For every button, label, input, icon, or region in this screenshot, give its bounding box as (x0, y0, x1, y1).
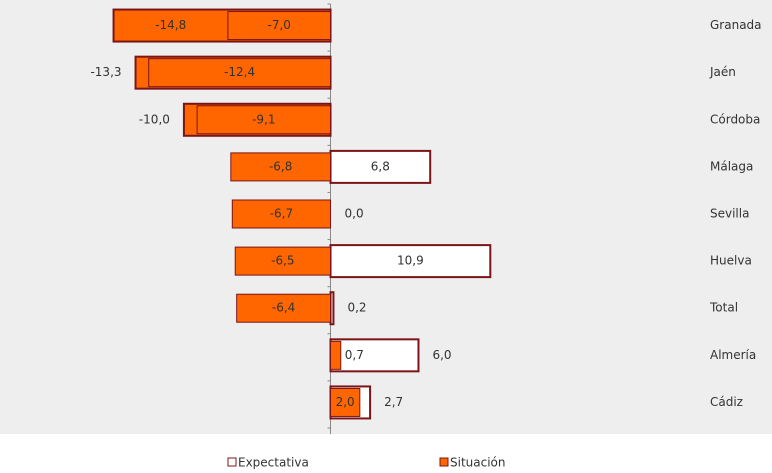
value-label: 6,0 (432, 348, 451, 362)
category-label: Huelva (710, 254, 752, 268)
bar-situacion (227, 11, 332, 41)
value-label: -7,0 (267, 18, 290, 32)
bar-situacion (330, 340, 342, 370)
bar-situacion (234, 246, 332, 276)
value-label: 10,9 (397, 254, 424, 268)
category-label: Sevilla (710, 207, 749, 221)
legend-label: Situación (450, 456, 506, 470)
legend-label: Expectativa (238, 456, 309, 470)
bar-situacion (236, 293, 332, 323)
value-label: -14,8 (155, 18, 186, 32)
value-label: -12,4 (224, 65, 255, 79)
value-label: 2,0 (336, 395, 355, 409)
value-label: -6,5 (271, 254, 294, 268)
value-label: 6,8 (371, 159, 390, 173)
value-label: -9,1 (252, 112, 275, 126)
value-label: -13,3 (90, 65, 121, 79)
category-label: Jaén (709, 65, 736, 79)
category-label: Cádiz (710, 395, 743, 409)
value-label: -6,4 (272, 301, 295, 315)
legend-swatch (227, 457, 237, 467)
value-label: 0,0 (345, 207, 364, 221)
value-label: 2,7 (384, 395, 403, 409)
bar-situacion (148, 58, 332, 88)
category-label: Almería (710, 348, 756, 362)
bar-situacion (230, 152, 332, 182)
value-label: -6,7 (270, 207, 293, 221)
value-label: -10,0 (139, 112, 170, 126)
category-label: Málaga (710, 159, 753, 173)
value-label: -6,8 (269, 159, 292, 173)
bar-expectativa (329, 338, 420, 373)
legend-swatch (439, 457, 449, 467)
category-label: Total (709, 301, 738, 315)
bar-situacion (231, 199, 332, 229)
bar-situacion (196, 105, 332, 135)
value-label: 0,7 (345, 348, 364, 362)
value-label: 0,2 (347, 301, 366, 315)
bar-situacion (330, 387, 361, 417)
category-label: Granada (710, 18, 762, 32)
category-label: Córdoba (710, 112, 760, 126)
